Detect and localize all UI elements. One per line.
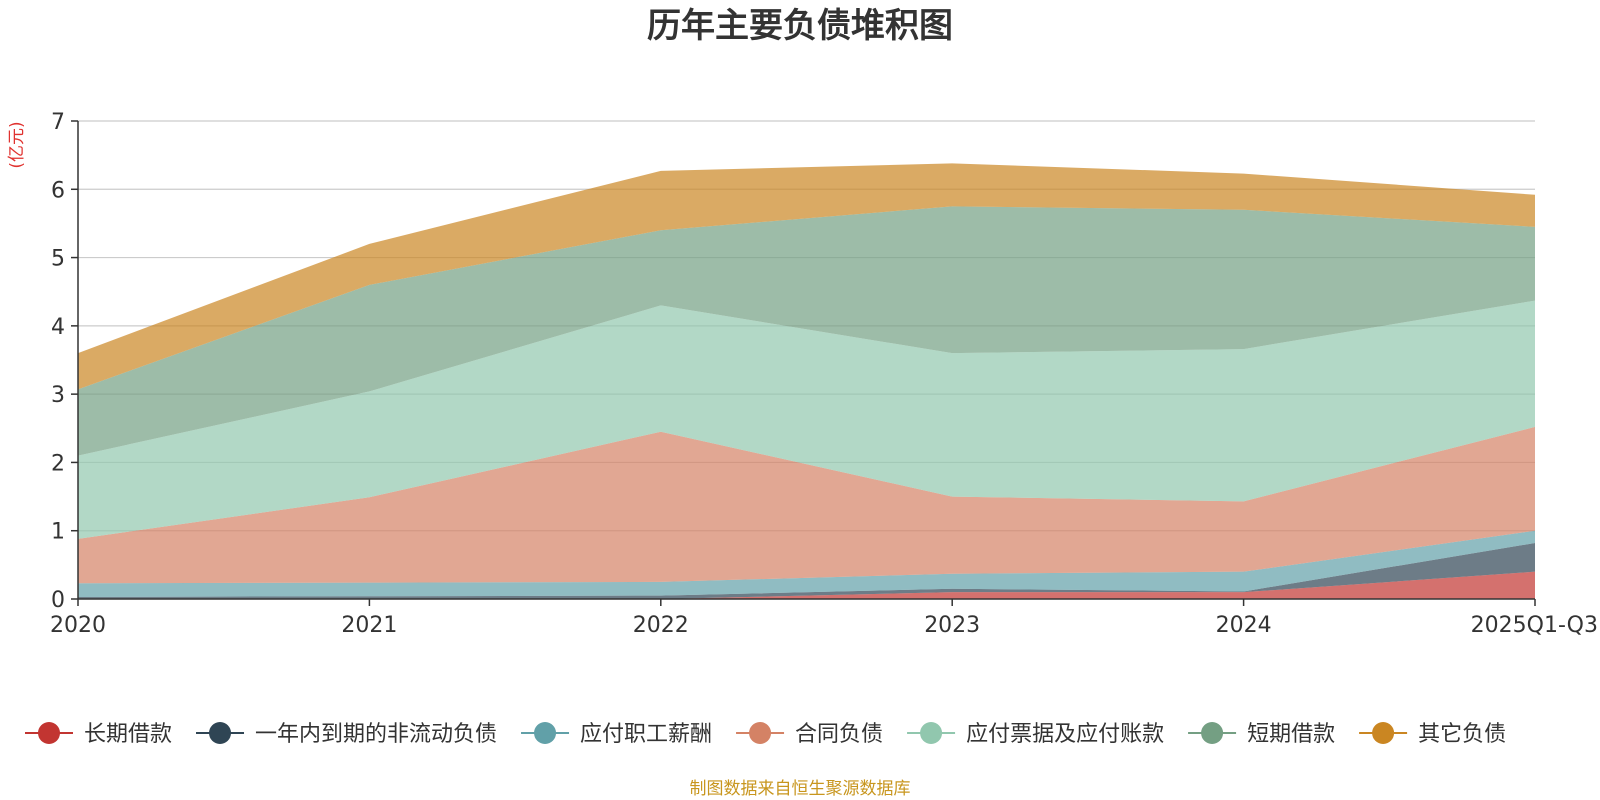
legend-marker-icon xyxy=(534,722,557,744)
y-tick-label: 5 xyxy=(51,247,65,272)
legend-label: 应付票据及应付账款 xyxy=(966,722,1164,747)
legend-label: 其它负债 xyxy=(1418,722,1506,747)
legend-item-0[interactable]: 长期借款 xyxy=(25,722,172,747)
legend[interactable]: 长期借款 一年内到期的非流动负债 应付职工薪酬 合同负债 应付票据及应付账款 短期借款 其它… xyxy=(25,722,1506,747)
legend-item-1[interactable]: 一年内到期的非流动负债 xyxy=(196,722,497,747)
legend-marker-icon xyxy=(38,722,60,744)
y-tick-label: 2 xyxy=(51,451,65,476)
legend-marker-icon xyxy=(1372,722,1395,744)
legend-item-2[interactable]: 应付职工薪酬 xyxy=(521,722,712,747)
legend-item-6[interactable]: 其它负债 xyxy=(1359,722,1506,747)
area-series-2[interactable] xyxy=(78,530,1535,597)
y-tick-label: 3 xyxy=(51,383,65,408)
legend-marker-icon xyxy=(209,722,232,744)
data-source-note: 制图数据来自恒生聚源数据库 xyxy=(690,779,911,799)
legend-label: 合同负债 xyxy=(795,722,883,747)
y-tick-label: 0 xyxy=(51,588,65,613)
y-tick-label: 1 xyxy=(51,520,65,545)
y-tick-label: 7 xyxy=(51,110,65,135)
x-tick-label: 2023 xyxy=(924,613,980,638)
x-tick-label: 2020 xyxy=(50,613,106,638)
y-axis-unit-label: (亿元) xyxy=(7,121,27,168)
area-series-group xyxy=(78,163,1535,599)
legend-marker-icon xyxy=(749,722,772,744)
legend-label: 应付职工薪酬 xyxy=(580,722,712,747)
legend-marker-icon xyxy=(1201,722,1224,744)
area-series-3[interactable] xyxy=(78,426,1535,584)
x-tick-label: 2022 xyxy=(633,613,689,638)
legend-item-3[interactable]: 合同负债 xyxy=(736,722,883,747)
x-tick-label: 2025Q1-Q3 xyxy=(1471,613,1598,638)
y-tick-label: 6 xyxy=(51,178,65,203)
x-tick-label: 2024 xyxy=(1216,613,1272,638)
legend-item-5[interactable]: 短期借款 xyxy=(1188,722,1335,747)
chart-title: 历年主要负债堆积图 xyxy=(647,6,953,46)
y-tick-label: 4 xyxy=(51,315,65,340)
legend-label: 一年内到期的非流动负债 xyxy=(255,722,497,747)
area-series-6[interactable] xyxy=(78,163,1535,390)
legend-label: 长期借款 xyxy=(84,722,172,747)
axes: 0 1 2 3 4 5 6 7 2020 2021 2022 2023 2024 2025Q1-Q3 xyxy=(50,110,1598,638)
legend-label: 短期借款 xyxy=(1247,722,1335,747)
area-series-4[interactable] xyxy=(78,300,1535,539)
x-tick-label: 2021 xyxy=(341,613,397,638)
area-series-5[interactable] xyxy=(78,206,1535,456)
legend-marker-icon xyxy=(920,722,943,744)
legend-item-4[interactable]: 应付票据及应付账款 xyxy=(907,722,1164,747)
